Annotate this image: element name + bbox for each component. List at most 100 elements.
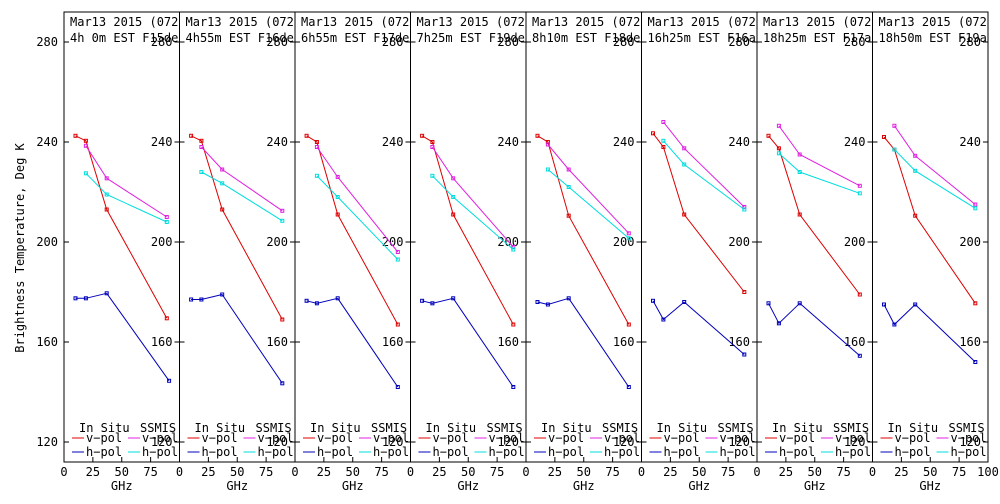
x-tick-label: 25 [201,465,215,479]
x-axis-label: GHz [111,479,133,493]
y-tick-label: 240 [151,135,173,149]
x-tick-label: 0 [869,465,876,479]
panel-title-line-1: Mar13 2015 (072) [763,15,879,29]
legend-label-ssmis-h: h−pol [720,445,756,459]
legend-label-insitu-h: h−pol [548,445,584,459]
x-tick-label: 50 [923,465,937,479]
y-tick-label: 160 [497,335,519,349]
y-tick-label: 160 [959,335,981,349]
x-tick-label: 0 [407,465,414,479]
x-axis-label: GHz [688,479,710,493]
legend-label-insitu-v: v−pol [548,431,584,445]
legend-label-insitu-v: v−pol [317,431,353,445]
panel-title-line-2: 4h55m EST F16des [186,31,302,45]
x-axis-label: GHz [342,479,364,493]
panel-title-line-2: 6h55m EST F17des [301,31,417,45]
legend-label-insitu-h: h−pol [86,445,122,459]
y-tick-label: 160 [266,335,288,349]
panel-title-line-2: 4h 0m EST F15des [70,31,186,45]
x-tick-label: 25 [317,465,331,479]
x-tick-label: 25 [894,465,908,479]
y-tick-label: 160 [613,335,635,349]
panel-title-line-1: Mar13 2015 (072) [879,15,995,29]
legend-label-insitu-v: v−pol [664,431,700,445]
legend-label-insitu-h: h−pol [433,445,469,459]
x-tick-label: 0 [291,465,298,479]
x-tick-label: 0 [60,465,67,479]
y-tick-label: 160 [844,335,866,349]
x-axis-label: GHz [457,479,479,493]
x-tick-label: 25 [548,465,562,479]
legend-label-ssmis-v: v−pol [373,431,409,445]
x-tick-label: 50 [230,465,244,479]
panel-title-line-1: Mar13 2015 (072) [186,15,302,29]
x-axis-label: GHz [804,479,826,493]
y-tick-label: 240 [959,135,981,149]
y-tick-label: 200 [497,235,519,249]
x-tick-label: 0 [176,465,183,479]
legend-label-ssmis-v: v−pol [258,431,294,445]
legend-label-ssmis-h: h−pol [373,445,409,459]
y-tick-label: 240 [382,135,404,149]
y-tick-label: 160 [151,335,173,349]
x-tick-label: 25 [663,465,677,479]
y-axis-label: Brightness Temperature, Deg K [13,142,27,352]
x-tick-label: 0 [522,465,529,479]
legend-label-ssmis-h: h−pol [489,445,525,459]
legend-label-ssmis-v: v−pol [835,431,871,445]
x-tick-label: 75 [374,465,388,479]
legend-label-ssmis-v: v−pol [142,431,178,445]
y-tick-label: 120 [36,435,58,449]
y-tick-label: 160 [382,335,404,349]
y-tick-label: 200 [959,235,981,249]
legend-label-insitu-h: h−pol [895,445,931,459]
legend-label-insitu-v: v−pol [202,431,238,445]
y-tick-label: 240 [844,135,866,149]
legend-label-insitu-h: h−pol [779,445,815,459]
legend-label-insitu-h: h−pol [317,445,353,459]
y-tick-label: 240 [36,135,58,149]
legend-label-ssmis-h: h−pol [604,445,640,459]
legend-label-insitu-v: v−pol [433,431,469,445]
x-tick-label: 75 [605,465,619,479]
y-tick-label: 160 [728,335,750,349]
x-tick-label: 0 [753,465,760,479]
y-tick-label: 200 [613,235,635,249]
x-tick-label: 50 [808,465,822,479]
legend-label-ssmis-v: v−pol [604,431,640,445]
panel-title-line-1: Mar13 2015 (072) [301,15,417,29]
legend-label-insitu-v: v−pol [895,431,931,445]
legend-label-ssmis-h: h−pol [951,445,987,459]
legend-label-insitu-h: h−pol [202,445,238,459]
legend-label-ssmis-v: v−pol [720,431,756,445]
panel-title-line-1: Mar13 2015 (072) [70,15,186,29]
panel-title-line-2: 18h50m EST F19asc [879,31,1000,45]
x-tick-label: 50 [346,465,360,479]
x-axis-label: GHz [919,479,941,493]
x-tick-label: 75 [836,465,850,479]
x-tick-label: 50 [692,465,706,479]
x-tick-label: 25 [432,465,446,479]
panel-title-line-1: Mar13 2015 (072) [417,15,533,29]
x-axis-label: GHz [226,479,248,493]
legend-label-ssmis-h: h−pol [835,445,871,459]
legend-label-insitu-v: v−pol [86,431,122,445]
legend-label-ssmis-v: v−pol [489,431,525,445]
legend-label-ssmis-h: h−pol [258,445,294,459]
x-tick-label: 50 [577,465,591,479]
x-tick-label: 100 [977,465,999,479]
x-tick-label: 75 [952,465,966,479]
x-tick-label: 75 [143,465,157,479]
panel-title-line-2: 16h25m EST F16asc [648,31,771,45]
y-tick-label: 200 [844,235,866,249]
y-tick-label: 240 [497,135,519,149]
panel-title-line-1: Mar13 2015 (072) [532,15,648,29]
y-tick-label: 280 [36,35,58,49]
x-axis-label: GHz [573,479,595,493]
x-tick-label: 75 [721,465,735,479]
y-tick-label: 240 [613,135,635,149]
x-tick-label: 25 [86,465,100,479]
panel-title-line-1: Mar13 2015 (072) [648,15,764,29]
